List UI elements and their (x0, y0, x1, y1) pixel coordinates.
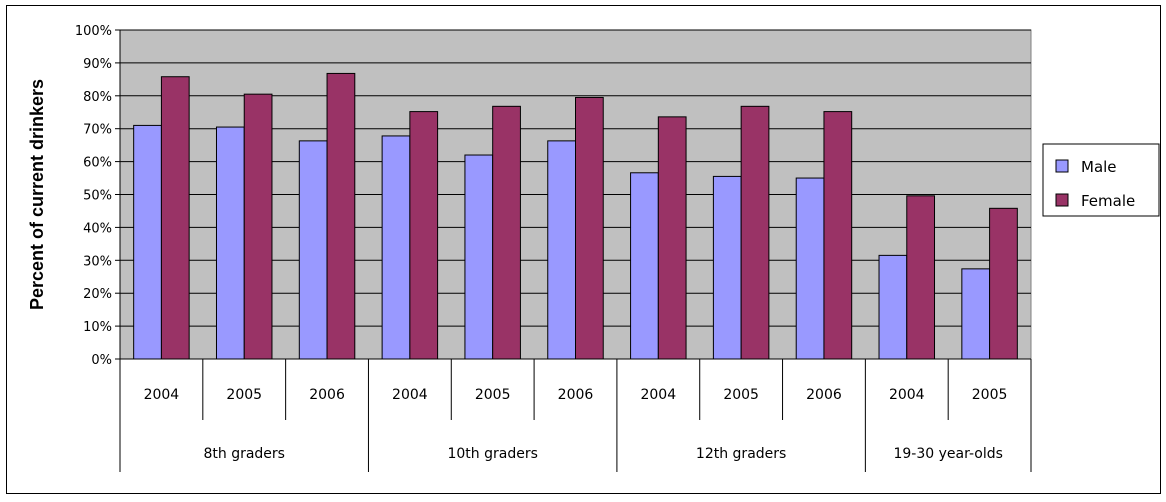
bar-female (160, 76, 190, 360)
x-group-label: 12th graders (696, 446, 786, 462)
y-tick-label: 30% (83, 254, 112, 269)
axes (115, 29, 1031, 360)
bar-male (215, 126, 245, 360)
legend-swatch-female (1055, 193, 1069, 207)
y-tick-label: 90% (83, 57, 112, 72)
x-year-label: 2005 (475, 387, 511, 403)
y-tick-label: 40% (83, 221, 112, 236)
bar-female (740, 105, 770, 360)
bar-female (823, 111, 853, 360)
y-tick-label: 0% (91, 353, 112, 368)
y-tick-label: 100% (75, 24, 112, 39)
bar-male (712, 175, 742, 360)
bar-male (961, 268, 991, 360)
legend-swatch-male (1055, 159, 1069, 173)
bar-male (630, 172, 659, 360)
x-group-label: 8th graders (203, 446, 285, 462)
bar-female (575, 96, 604, 360)
bar-male (381, 135, 411, 360)
x-year-label: 2004 (889, 387, 925, 403)
x-year-label: 2006 (806, 387, 842, 403)
x-year-label: 2006 (558, 387, 594, 403)
x-group-label: 10th graders (447, 446, 537, 462)
chart-frame: 0% 10% 20% 30% 40% 50% 60% 70% 80% 90% 100% 2004 20… (6, 5, 1161, 494)
x-group-label: 19-30 year-olds (893, 446, 1002, 462)
bar-female (409, 111, 439, 360)
y-tick-label: 80% (83, 90, 112, 105)
x-year-label: 2004 (640, 387, 676, 403)
bar-male (298, 140, 328, 360)
bar-female (492, 105, 521, 360)
bar-male (795, 177, 825, 360)
x-year-label: 2004 (392, 387, 428, 403)
y-axis-title: Percent of current drinkers (27, 79, 47, 310)
bar-male (133, 124, 162, 360)
y-tick-label: 60% (83, 156, 112, 171)
legend-label-male: Male (1081, 158, 1117, 176)
y-tick-labels: 0% 10% 20% 30% 40% 50% 60% 70% 80% 90% 100% (75, 24, 112, 368)
x-year-label: 2005 (226, 387, 262, 403)
x-year-label: 2006 (309, 387, 345, 403)
bar-male (464, 154, 494, 360)
bar-female (243, 93, 273, 360)
bar-male (878, 254, 908, 360)
bar-female (906, 195, 936, 360)
y-tick-label: 50% (83, 189, 112, 204)
legend: Male Female (1042, 143, 1160, 217)
y-tick-label: 10% (83, 320, 112, 335)
bar-male (547, 140, 577, 360)
x-year-label: 2005 (972, 387, 1008, 403)
bar-female (326, 72, 356, 360)
x-year-label: 2005 (723, 387, 759, 403)
legend-items: Male Female (1055, 158, 1135, 210)
y-tick-label: 20% (83, 287, 112, 302)
legend-label-female: Female (1081, 192, 1135, 210)
y-tick-label: 70% (83, 123, 112, 138)
bar-female (989, 207, 1018, 360)
x-category-labels: 2004 2005 2006 8th graders 2004 2005 2006 10th … (119, 359, 1032, 472)
x-year-label: 2004 (144, 387, 180, 403)
bar-female (657, 116, 687, 360)
bar-chart: 0%10%20%30%40%50%60%70%80%90%100% 2004 20… (27, 24, 1160, 472)
